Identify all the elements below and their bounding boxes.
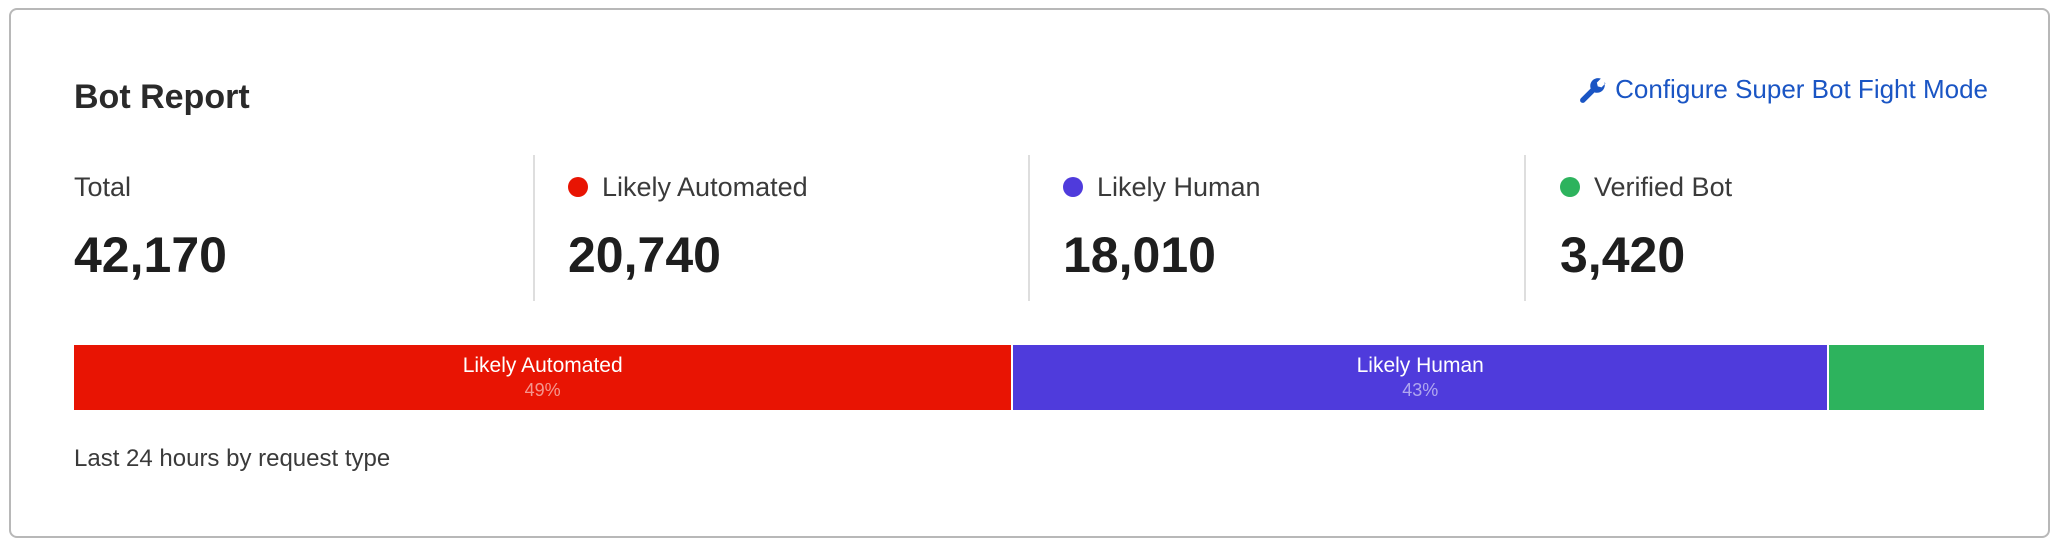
divider (533, 155, 535, 301)
stat-total: Total 42,170 (74, 170, 227, 284)
stat-value: 20,740 (568, 227, 721, 283)
configure-link-label: Configure Super Bot Fight Mode (1615, 74, 1988, 104)
stat-label: Likely Automated (602, 171, 808, 202)
stat-label: Verified Bot (1594, 171, 1733, 202)
request-type-stacked-bar: Likely Automated 49% Likely Human 43% (74, 345, 1984, 410)
stat-value: 42,170 (74, 227, 227, 283)
bar-segment-likely-automated[interactable]: Likely Automated 49% (74, 345, 1014, 410)
legend-dot-icon (568, 177, 588, 197)
bot-report-card (9, 8, 2050, 538)
bar-segment-percent: 49% (524, 380, 561, 400)
divider (1524, 155, 1526, 301)
legend-dot-icon (1063, 177, 1083, 197)
bar-segment-label: Likely Automated (462, 354, 623, 377)
bar-segment-likely-human[interactable]: Likely Human 43% (1013, 345, 1830, 410)
stat-verified-bot: Verified Bot 3,420 (1560, 170, 1732, 284)
wrench-icon (1580, 77, 1606, 103)
stat-likely-automated: Likely Automated 20,740 (568, 170, 808, 284)
bar-segment-verified-bot[interactable] (1829, 345, 1984, 410)
bar-segment-label: Likely Human (1356, 354, 1484, 377)
card-title: Bot Report (74, 78, 250, 116)
stat-value: 18,010 (1063, 227, 1216, 283)
divider (1028, 155, 1030, 301)
legend-dot-icon (1560, 177, 1580, 197)
stat-value: 3,420 (1560, 227, 1686, 283)
configure-super-bot-fight-mode-link[interactable]: Configure Super Bot Fight Mode (1579, 74, 1988, 105)
stat-likely-human: Likely Human 18,010 (1063, 170, 1261, 284)
stat-label: Total (74, 171, 132, 202)
stat-label: Likely Human (1097, 171, 1261, 202)
bar-segment-percent: 43% (1402, 380, 1439, 400)
footer-caption: Last 24 hours by request type (74, 445, 391, 472)
